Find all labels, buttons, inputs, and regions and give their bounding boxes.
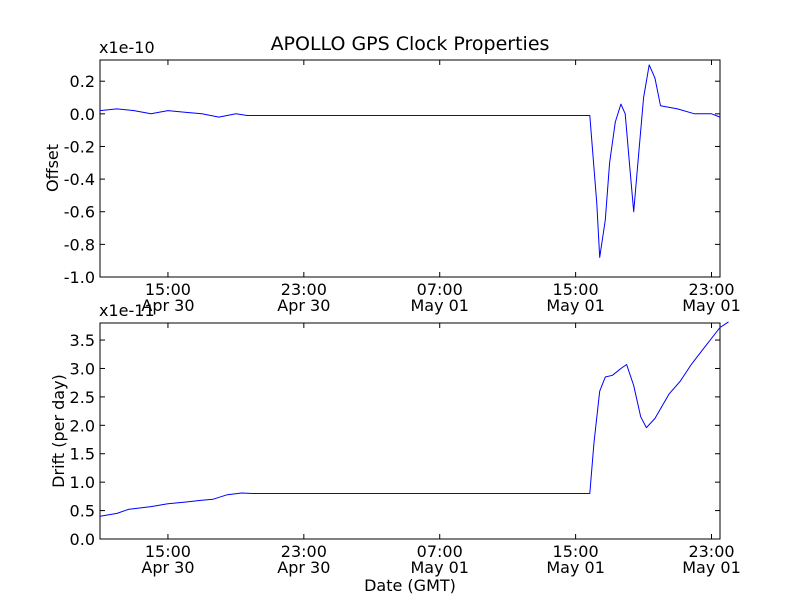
drift-x-tick-label-date: May 01 xyxy=(546,558,605,577)
drift-y-tick-label: 0.5 xyxy=(70,502,95,521)
offset-y-tick-label: 0.0 xyxy=(70,105,95,124)
offset-x-tick-label-time: 07:00 xyxy=(417,280,463,299)
drift-y-tick-label: 2.5 xyxy=(70,388,95,407)
offset-y-axis-title: Offset xyxy=(43,144,62,192)
drift-y-tick-label: 0.0 xyxy=(70,530,95,549)
offset-y-tick-label: -0.6 xyxy=(64,203,95,222)
drift-chart-panel: x1e-11 3.53.02.52.01.51.00.50.0 15:00Apr… xyxy=(49,301,741,595)
drift-x-tick-label-time: 23:00 xyxy=(688,542,734,561)
offset-x-tick-label-time: 23:00 xyxy=(281,280,327,299)
offset-y-ticks: 0.2 0.0 -0.2 -0.4 -0.6 -0.8 -1.0 xyxy=(64,72,720,287)
drift-y-tick-label: 2.0 xyxy=(70,416,95,435)
drift-x-tick-label-time: 07:00 xyxy=(417,542,463,561)
drift-y-tick-label: 3.0 xyxy=(70,359,95,378)
offset-y-tick-label: -0.4 xyxy=(64,170,95,189)
offset-x-tick-label-date: Apr 30 xyxy=(277,296,330,315)
offset-y-tick-label: -0.2 xyxy=(64,137,95,156)
x-axis-title: Date (GMT) xyxy=(364,576,456,595)
offset-plot-area xyxy=(99,59,721,278)
drift-x-tick-label-time: 23:00 xyxy=(281,542,327,561)
chart-title: APOLLO GPS Clock Properties xyxy=(271,33,550,55)
drift-y-axis-title: Drift (per day) xyxy=(49,374,68,488)
offset-y-tick-label: -1.0 xyxy=(64,268,95,287)
drift-plot-area xyxy=(99,322,721,540)
offset-x-tick-label-date: May 01 xyxy=(682,296,741,315)
offset-x-tick-label-time: 23:00 xyxy=(688,280,734,299)
drift-y-tick-label: 1.0 xyxy=(70,473,95,492)
drift-series-line xyxy=(99,321,729,517)
drift-y-tick-label: 1.5 xyxy=(70,445,95,464)
offset-y-tick-label: -0.8 xyxy=(64,235,95,254)
drift-x-tick-label-time: 15:00 xyxy=(553,542,599,561)
drift-x-tick-label-date: Apr 30 xyxy=(277,558,330,577)
offset-y-tick-label: 0.2 xyxy=(70,72,95,91)
offset-scale-label: x1e-10 xyxy=(99,38,155,57)
drift-y-ticks: 3.5 3.0 2.5 2.0 1.5 1.0 0.5 0.0 xyxy=(70,331,720,549)
offset-x-tick-label-date: Apr 30 xyxy=(141,296,194,315)
offset-x-tick-label-date: May 01 xyxy=(410,296,469,315)
drift-x-tick-label-date: May 01 xyxy=(410,558,469,577)
offset-x-tick-label-time: 15:00 xyxy=(553,280,599,299)
offset-x-tick-label-date: May 01 xyxy=(546,296,605,315)
drift-x-tick-label-date: May 01 xyxy=(682,558,741,577)
drift-scale-label: x1e-11 xyxy=(99,301,155,320)
offset-chart-panel: APOLLO GPS Clock Properties x1e-10 0.20.… xyxy=(43,33,741,315)
drift-x-tick-label-date: Apr 30 xyxy=(141,558,194,577)
offset-x-tick-label-time: 15:00 xyxy=(145,280,191,299)
drift-y-tick-label: 3.5 xyxy=(70,331,95,350)
drift-x-tick-label-time: 15:00 xyxy=(145,542,191,561)
offset-series-line xyxy=(99,64,721,258)
